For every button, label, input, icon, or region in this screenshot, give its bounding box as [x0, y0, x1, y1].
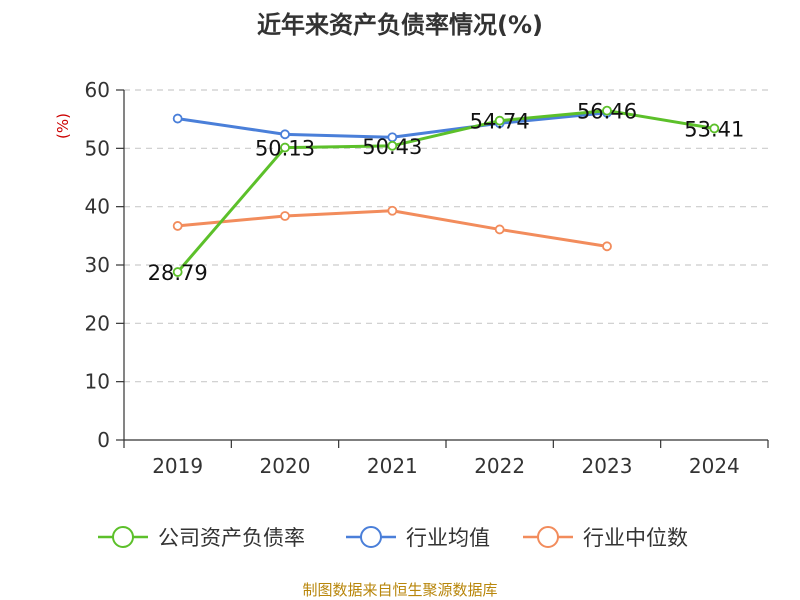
- plot-area: [172, 105, 720, 277]
- data-point: [280, 142, 290, 153]
- data-point: [602, 105, 612, 116]
- x-tick-label: 2023: [582, 454, 633, 478]
- x-tick-label: 2024: [689, 454, 740, 478]
- data-point: [172, 267, 183, 277]
- data-label: 56.46: [577, 100, 637, 124]
- series-0: [172, 105, 720, 277]
- data-point: [387, 205, 398, 216]
- y-tick-label: 20: [85, 311, 110, 335]
- chart-title: 近年来资产负债率情况(%): [257, 11, 543, 39]
- y-tick-label: 50: [85, 136, 110, 160]
- y-tick-label: 0: [97, 428, 110, 452]
- data-point: [709, 123, 720, 134]
- y-tick-label: 30: [85, 253, 110, 277]
- y-axis-unit: (%): [54, 113, 72, 139]
- data-labels: 28.79 50.13 50.43 54.74 56.46 53.41: [148, 100, 745, 285]
- legend-item-2: 行业中位数: [523, 526, 688, 550]
- data-point: [172, 221, 183, 231]
- data-point: [280, 129, 290, 140]
- legend-swatch-marker: [537, 526, 559, 548]
- x-tick-label: 2022: [474, 454, 525, 478]
- source-note: 制图数据来自恒生聚源数据库: [302, 581, 497, 599]
- series-2: [172, 205, 612, 252]
- legend-item-0: 公司资产负债率: [98, 526, 305, 550]
- axes: 0 10 20 30 40 50 60 2019 2020 2021 2022 2023 2024: [85, 78, 769, 478]
- legend-item-1: 行业均值: [346, 526, 490, 550]
- y-tick-label: 40: [85, 195, 110, 219]
- grid: [124, 89, 768, 383]
- y-tick-label: 60: [85, 78, 110, 102]
- data-point: [602, 241, 612, 252]
- data-label: 53.41: [684, 117, 744, 141]
- data-point: [387, 140, 398, 151]
- legend-label: 行业均值: [406, 526, 490, 550]
- legend-swatch-marker: [360, 526, 382, 548]
- x-tick-label: 2020: [260, 454, 311, 478]
- y-tick-label: 10: [85, 370, 110, 394]
- data-point: [172, 113, 183, 124]
- legend: 公司资产负债率 行业均值 行业中位数: [98, 526, 688, 550]
- legend-label: 行业中位数: [583, 526, 688, 550]
- x-tick-label: 2021: [367, 454, 418, 478]
- legend-swatch-marker: [112, 526, 134, 548]
- x-tick-label: 2019: [152, 454, 203, 478]
- data-point: [494, 224, 505, 235]
- series-line: [176, 209, 609, 248]
- legend-label: 公司资产负债率: [158, 526, 305, 550]
- data-label: 50.13: [255, 137, 315, 161]
- data-label: 28.79: [148, 261, 208, 285]
- data-point: [494, 115, 505, 126]
- data-point: [280, 211, 290, 221]
- series-line: [176, 109, 716, 274]
- data-label: 54.74: [470, 110, 530, 134]
- data-label: 50.43: [362, 135, 422, 159]
